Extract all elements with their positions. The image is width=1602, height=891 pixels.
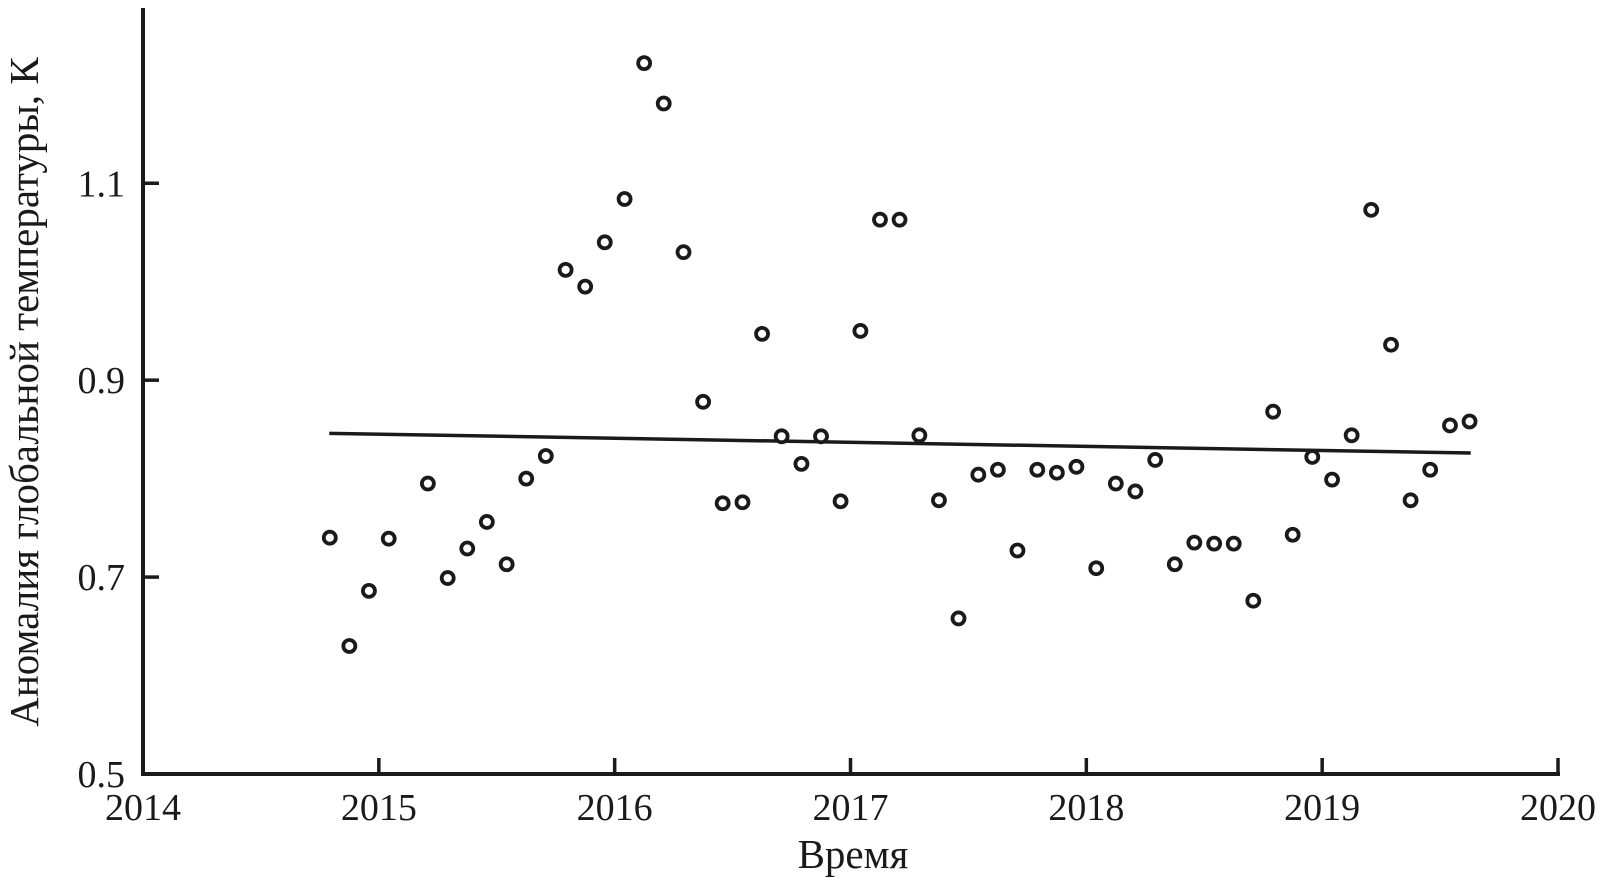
data-point (596, 234, 613, 251)
data-point (478, 514, 495, 530)
data-point (675, 244, 692, 261)
data-point (813, 428, 829, 445)
data-point (950, 610, 967, 627)
data-point (1048, 464, 1065, 481)
data-point (1068, 458, 1085, 475)
data-point (655, 95, 672, 112)
data-point (1383, 336, 1399, 353)
data-point (911, 427, 928, 444)
data-point (734, 494, 751, 511)
data-point (419, 475, 436, 492)
data-point (498, 556, 515, 573)
data-point (832, 493, 849, 510)
x-tick-label: 2015 (341, 787, 417, 829)
x-tick-label: 2016 (577, 787, 653, 829)
data-point (1422, 461, 1439, 478)
data-point (616, 191, 633, 207)
data-point (439, 570, 456, 586)
data-point (1265, 403, 1282, 420)
data-point (1284, 526, 1301, 543)
data-point (1107, 475, 1124, 492)
data-point (852, 323, 869, 339)
data-point (1324, 471, 1340, 488)
axes-spines (141, 8, 1560, 776)
data-point (557, 261, 574, 278)
y-axis-label: Аномалия глобальной температуры, К (1, 57, 47, 727)
data-point (1088, 560, 1105, 577)
trend-line-group (329, 431, 1471, 455)
data-point (321, 529, 338, 546)
data-point (714, 495, 731, 512)
data-point (341, 638, 358, 654)
data-point (695, 393, 712, 410)
x-tick-label: 2017 (813, 787, 889, 829)
data-point (891, 211, 908, 228)
data-point (361, 582, 377, 599)
x-tick-label: 2014 (105, 787, 181, 829)
data-point (754, 325, 770, 342)
y-tick-label: 0.5 (78, 754, 126, 796)
data-point (1363, 201, 1380, 218)
data-point (773, 428, 790, 445)
data-point (1461, 413, 1478, 430)
data-point (1147, 452, 1164, 468)
data-point (459, 540, 476, 557)
x-tick-label: 2018 (1048, 787, 1124, 829)
trend-line (329, 431, 1471, 455)
x-tick-label: 2019 (1284, 787, 1360, 829)
data-point (537, 448, 554, 464)
data-point (577, 278, 594, 295)
data-point (931, 492, 947, 509)
data-point (1343, 427, 1360, 444)
data-point (1206, 535, 1223, 552)
data-point (518, 470, 535, 487)
axes-ticks (143, 181, 1560, 776)
data-point (1225, 535, 1242, 552)
data-point (989, 461, 1006, 478)
y-tick-label: 0.7 (78, 557, 126, 599)
data-point (872, 211, 888, 228)
data-point (1304, 449, 1321, 465)
data-points-group (321, 55, 1478, 654)
data-point (1402, 492, 1419, 509)
x-axis-label: Время (798, 831, 909, 877)
y-tick-label: 0.9 (78, 360, 126, 402)
data-point (970, 466, 987, 483)
y-tick-label: 1.1 (78, 163, 126, 205)
data-point (793, 455, 810, 472)
data-point (1127, 483, 1144, 500)
x-tick-label: 2020 (1520, 787, 1596, 829)
data-point (1166, 556, 1183, 573)
data-point (1245, 592, 1262, 609)
data-point (1442, 417, 1458, 434)
data-point (636, 55, 653, 72)
axes-tick-labels: 2014 2015 2016 2017 2018 2019 2020 0.5 0.7 0.9 1.1 (78, 163, 1597, 829)
data-point (1186, 534, 1203, 551)
data-point (380, 530, 397, 547)
data-point (1029, 461, 1046, 478)
data-point (1009, 542, 1026, 559)
